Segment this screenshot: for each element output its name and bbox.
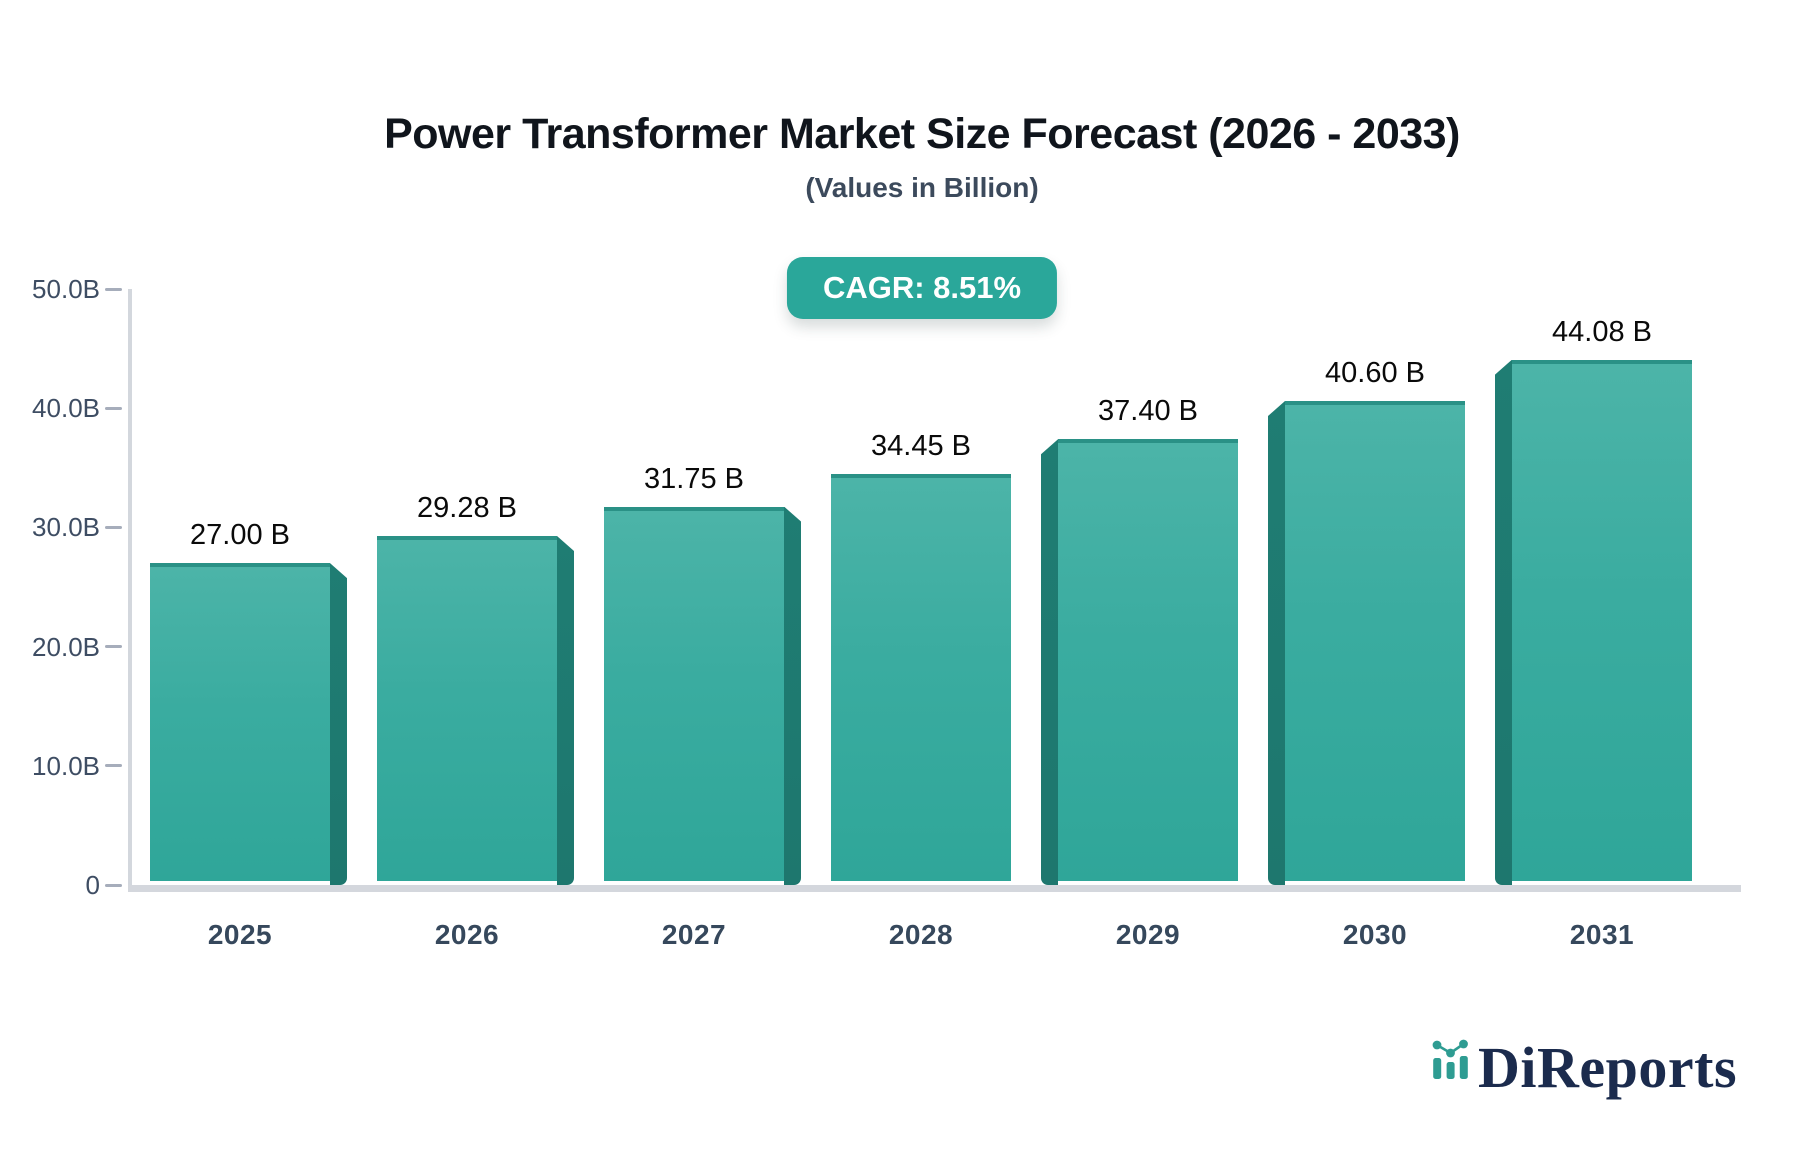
x-axis-label-2030: 2030 xyxy=(1342,919,1408,950)
bar-value-label-2026: 29.28 B xyxy=(417,491,517,524)
bar-3d-side-2026 xyxy=(557,535,574,885)
y-tick-label-30.0B: 30.0B xyxy=(32,512,100,543)
chart-subtitle: (Values in Billion) xyxy=(805,172,1039,203)
brand-logo: DiReports xyxy=(1428,1036,1737,1097)
x-axis-label-2027: 2027 xyxy=(661,919,727,950)
bar-value-label-2028: 34.45 B xyxy=(871,430,971,463)
bar-value-label-2025: 27.00 B xyxy=(190,519,290,552)
y-tick-label-20.0B: 20.0B xyxy=(32,631,100,662)
bar-2027 xyxy=(604,506,784,881)
y-tick-mark xyxy=(105,287,122,291)
bar-value-label-2027: 31.75 B xyxy=(644,462,744,495)
cagr-badge: CAGR: 8.51% xyxy=(786,257,1058,319)
bar-value-label-2029: 37.40 B xyxy=(1098,395,1198,428)
y-tick-mark xyxy=(105,883,122,887)
y-tick-mark xyxy=(105,764,122,768)
bar-value-label-2030: 40.60 B xyxy=(1325,357,1425,390)
bar-3d-side-2029 xyxy=(1041,439,1058,885)
x-axis-label-2031: 2031 xyxy=(1569,919,1635,950)
y-axis-line xyxy=(128,289,132,885)
bar-2025 xyxy=(150,563,330,881)
bar-3d-side-2030 xyxy=(1268,401,1285,885)
chart-title: Power Transformer Market Size Forecast (… xyxy=(384,110,1460,158)
bar-value-label-2031: 44.08 B xyxy=(1552,315,1652,348)
x-axis-label-2028: 2028 xyxy=(888,919,954,950)
bar-2031 xyxy=(1512,359,1692,881)
bar-2028 xyxy=(831,474,1011,881)
x-axis-label-2029: 2029 xyxy=(1115,919,1181,950)
y-tick-label-10.0B: 10.0B xyxy=(32,750,100,781)
y-tick-mark xyxy=(105,525,122,529)
x-axis-label-2025: 2025 xyxy=(207,919,273,950)
x-axis-baseline xyxy=(128,885,1741,892)
y-tick-label-0: 0 xyxy=(85,870,100,900)
bar-3d-side-2031 xyxy=(1495,359,1512,885)
bar-3d-side-2027 xyxy=(784,506,801,885)
y-tick-label-40.0B: 40.0B xyxy=(32,393,100,424)
x-axis-label-2026: 2026 xyxy=(434,919,500,950)
brand-logo-text: DiReports xyxy=(1478,1035,1738,1100)
bar-2026 xyxy=(377,535,557,881)
mini-bar-chart-icon xyxy=(1432,1039,1468,1079)
bar-2029 xyxy=(1058,439,1238,881)
bar-3d-side-2025 xyxy=(330,563,347,885)
y-tick-label-50.0B: 50.0B xyxy=(32,274,100,304)
bar-2030 xyxy=(1285,401,1465,881)
y-tick-mark xyxy=(105,645,122,649)
y-tick-mark xyxy=(105,406,122,410)
